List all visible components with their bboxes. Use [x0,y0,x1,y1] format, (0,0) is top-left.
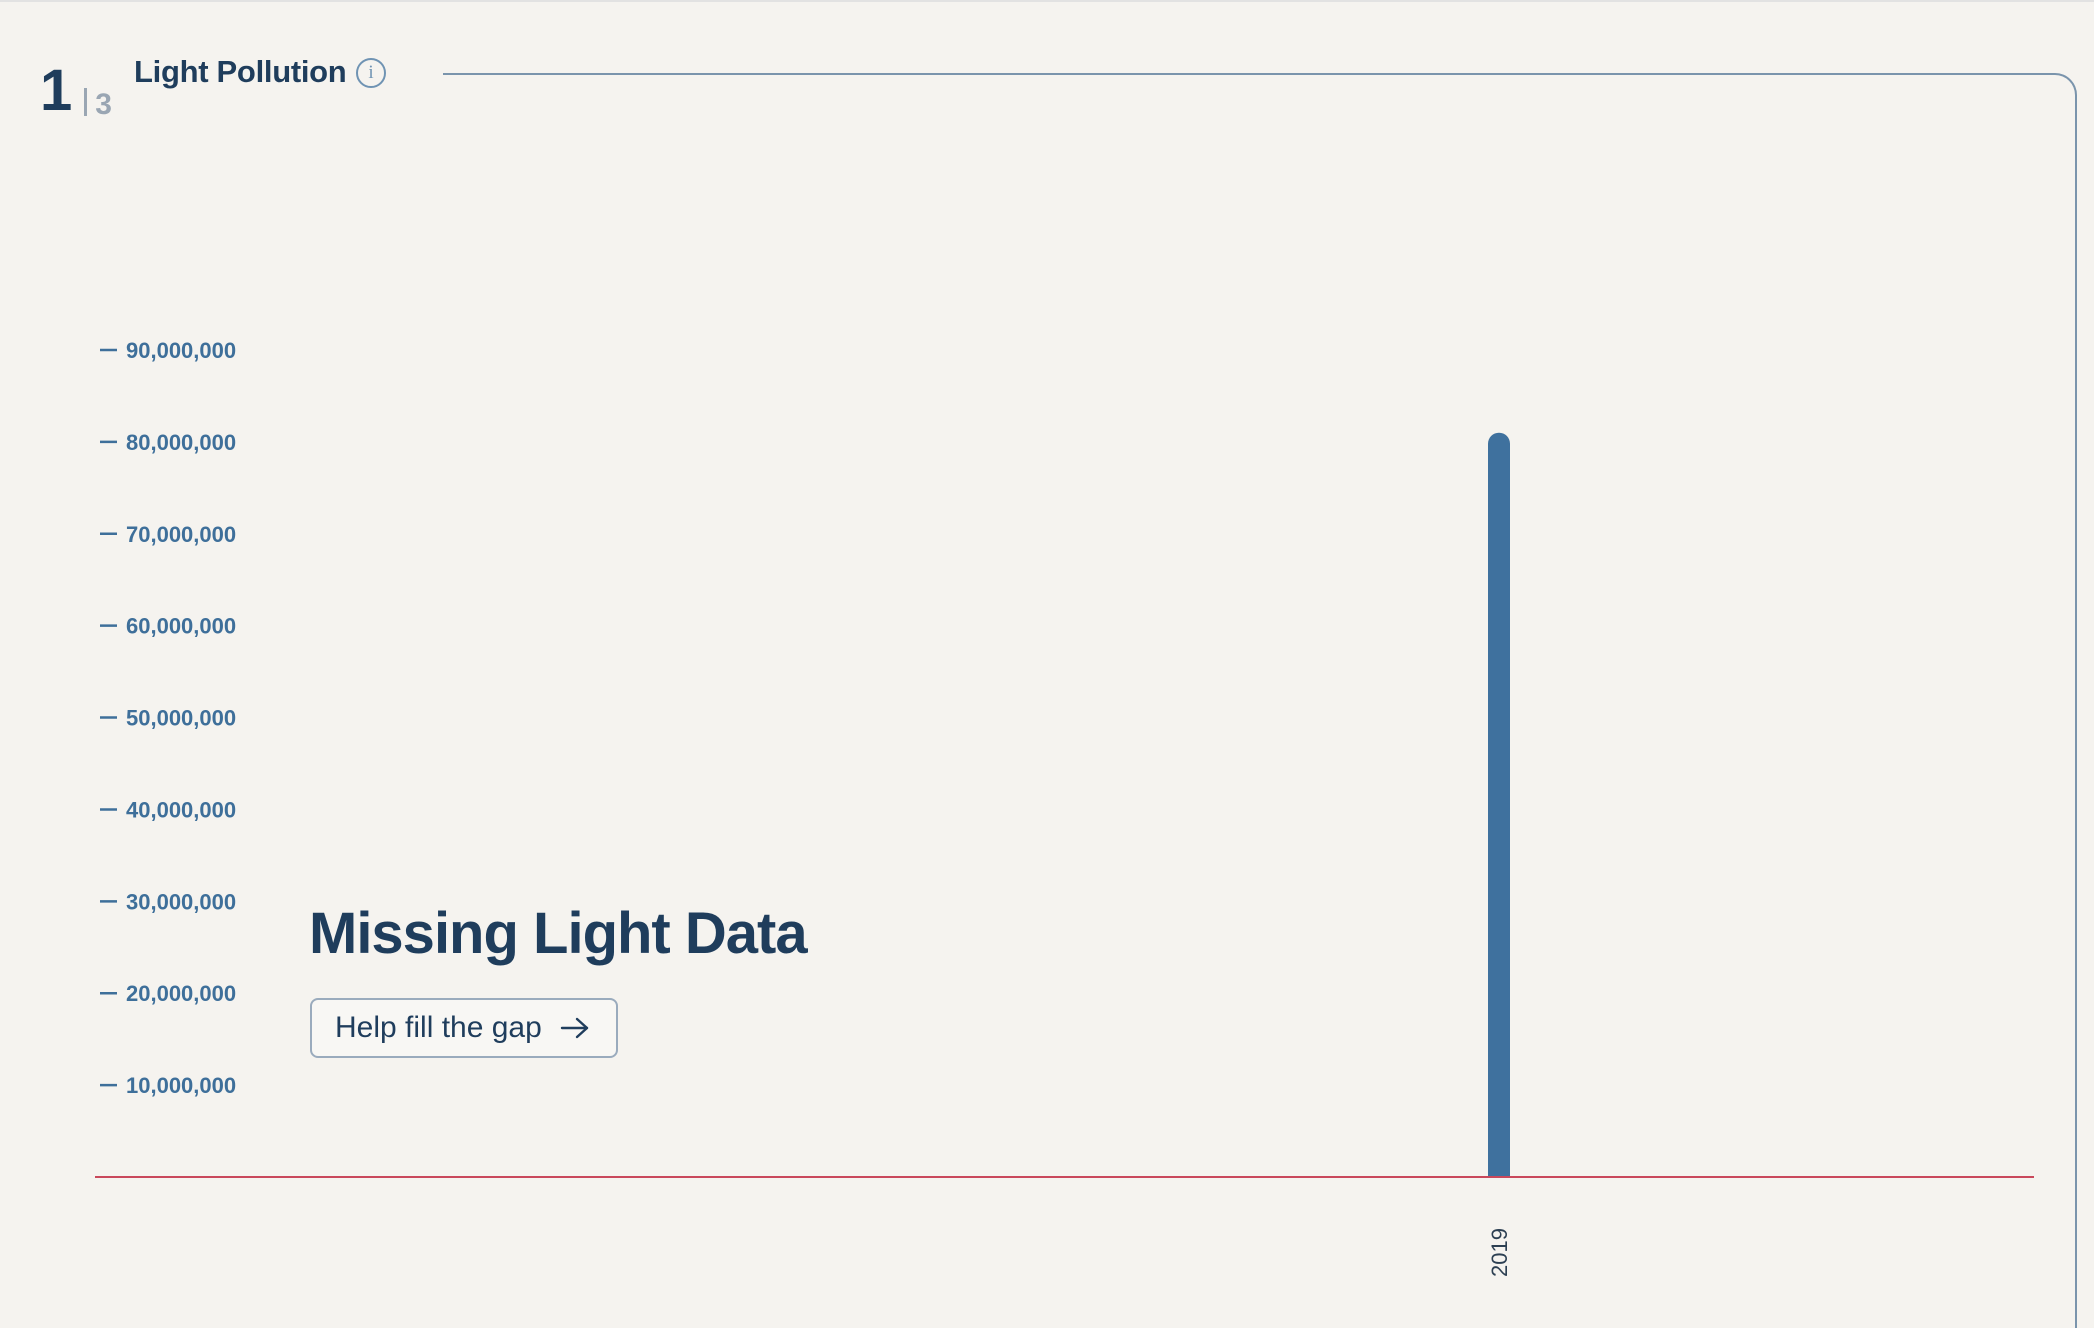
y-tick-label: 60,000,000 [126,614,236,639]
y-tick-label: 80,000,000 [126,430,236,455]
y-tick-label: 10,000,000 [126,1073,236,1098]
page-current: 1 [40,58,73,123]
help-fill-gap-button[interactable]: Help fill the gap [310,998,618,1058]
y-tick-label: 50,000,000 [126,706,236,731]
x-tick-label: 2019 [1487,1228,1512,1277]
panel-frame [443,73,2077,1328]
top-border [0,0,2094,2]
y-tick-label: 20,000,000 [126,981,236,1006]
y-tick-label: 70,000,000 [126,522,236,547]
chart-title: Light Pollution [134,54,347,89]
y-tick-label: 40,000,000 [126,797,236,822]
y-tick-label: 30,000,000 [126,889,236,914]
x-axis: 2019 [1487,1228,1512,1277]
page-indicator: 1 3 [40,30,112,120]
y-axis: 10,000,000 20,000,000 30,000,000 40,000,000… [100,338,236,1098]
info-icon[interactable]: i [356,58,386,88]
help-fill-gap-label: Help fill the gap [335,1011,542,1044]
page-total: 3 [95,88,112,121]
bars [1488,432,1510,1177]
y-tick-label: 90,000,000 [126,338,236,363]
missing-data-title: Missing Light Data [309,901,808,966]
bar-2019[interactable] [1488,432,1510,1177]
page-separator [84,88,88,116]
arrow-right-icon [560,1017,588,1039]
